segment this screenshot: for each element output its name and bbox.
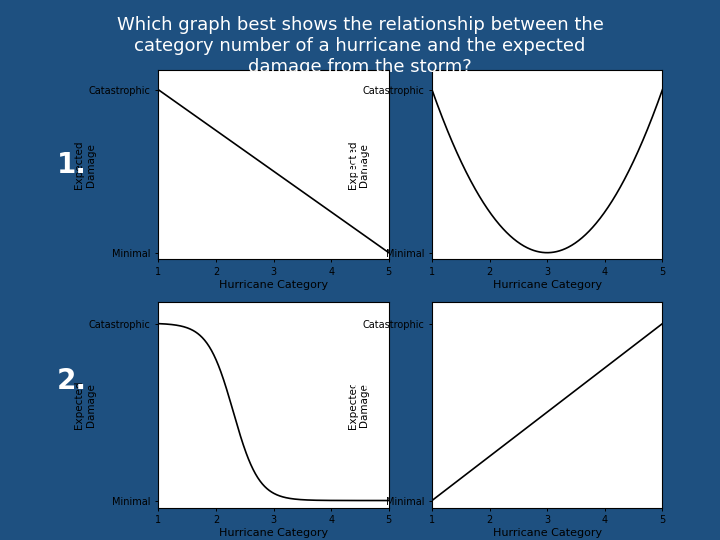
Y-axis label: Expected
Damage: Expected Damage <box>348 140 369 189</box>
Text: 3.: 3. <box>345 151 375 179</box>
X-axis label: Hurricane Category: Hurricane Category <box>492 528 602 538</box>
Y-axis label: Expected
Damage: Expected Damage <box>74 381 96 429</box>
X-axis label: Hurricane Category: Hurricane Category <box>219 528 328 538</box>
Text: 4.: 4. <box>345 367 375 395</box>
Text: 1.: 1. <box>57 151 87 179</box>
Text: Which graph best shows the relationship between the
category number of a hurrica: Which graph best shows the relationship … <box>117 16 603 76</box>
Y-axis label: Expected
Damage: Expected Damage <box>74 140 96 189</box>
Text: 2.: 2. <box>57 367 87 395</box>
Y-axis label: Expected
Damage: Expected Damage <box>348 381 369 429</box>
X-axis label: Hurricane Category: Hurricane Category <box>492 280 602 289</box>
X-axis label: Hurricane Category: Hurricane Category <box>219 280 328 289</box>
